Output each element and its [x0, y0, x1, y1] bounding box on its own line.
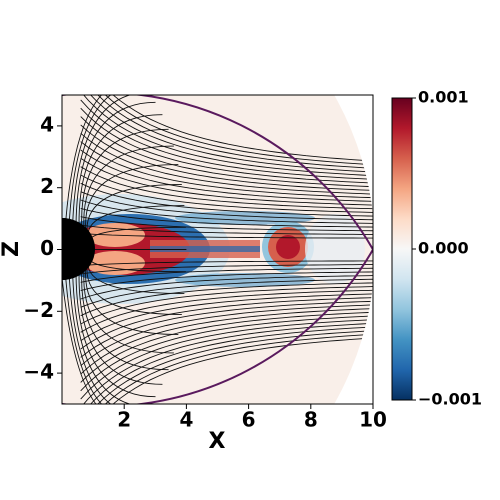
streamline — [65, 277, 132, 404]
streamline — [80, 95, 373, 170]
streamline — [81, 128, 169, 230]
streamline — [80, 307, 373, 375]
colorbar-tick-label: −0.001 — [418, 390, 482, 409]
streamline — [65, 95, 132, 222]
streamline — [80, 289, 373, 333]
streamline — [80, 296, 373, 350]
streamline — [80, 224, 373, 235]
streamline — [80, 325, 373, 404]
streamline — [80, 124, 373, 192]
colorbar — [391, 97, 413, 401]
streamline — [80, 107, 373, 185]
y-tick-label: −2 — [23, 298, 54, 322]
y-tick-label: 0 — [40, 236, 54, 260]
streamline — [72, 275, 148, 404]
streamline — [83, 145, 174, 233]
y-tick-label: 4 — [40, 112, 54, 136]
plot-area — [62, 95, 373, 404]
streamline — [80, 166, 373, 210]
streamline — [80, 303, 373, 367]
y-tick-label: −4 — [23, 360, 54, 384]
streamline — [80, 207, 373, 228]
streamline — [80, 267, 373, 283]
streamline — [72, 95, 148, 224]
streamline — [78, 271, 163, 385]
streamline — [80, 199, 373, 225]
streamline — [80, 318, 373, 400]
streamline — [80, 216, 373, 232]
streamline — [62, 277, 122, 404]
streamline — [80, 174, 373, 214]
streamline — [85, 263, 179, 335]
streamline — [85, 164, 179, 236]
streamline — [80, 232, 373, 239]
x-tick-label: 8 — [304, 408, 318, 432]
streamline — [80, 264, 373, 275]
streamline — [80, 157, 373, 206]
streamline — [86, 260, 182, 315]
x-tick-label: 4 — [179, 408, 193, 432]
field — [62, 95, 373, 404]
streamline — [80, 95, 373, 163]
streamline — [80, 95, 373, 167]
streamline — [81, 269, 169, 371]
streamline — [68, 95, 140, 223]
streamline — [80, 271, 373, 292]
streamline — [80, 95, 373, 174]
y-axis-label: Z — [0, 241, 24, 257]
x-tick-label: 6 — [242, 408, 256, 432]
streamline — [80, 99, 373, 181]
streamline — [80, 95, 373, 177]
streamline — [80, 149, 373, 203]
streamline — [83, 266, 174, 354]
streamline — [80, 191, 373, 221]
streamline — [80, 329, 373, 404]
streamline — [80, 260, 373, 267]
streamline — [80, 332, 373, 404]
streamline — [80, 293, 373, 342]
streamline — [80, 132, 373, 196]
streamline — [86, 184, 182, 239]
streamline — [80, 285, 373, 325]
streamline — [80, 314, 373, 392]
streamline — [80, 336, 373, 404]
streamline — [68, 276, 140, 404]
x-axis-label: X — [209, 429, 226, 454]
streamline — [80, 322, 373, 404]
streamline — [78, 114, 163, 228]
streamline — [80, 274, 373, 300]
x-tick-label: 2 — [117, 408, 131, 432]
streamline — [80, 278, 373, 308]
x-tick-label: 10 — [359, 408, 387, 432]
streamline — [75, 101, 156, 226]
streamline — [75, 273, 156, 398]
y-tick-label: 2 — [40, 174, 54, 198]
colorbar-tick-label: 0.000 — [418, 239, 469, 258]
streamline — [80, 182, 373, 217]
streamline — [80, 282, 373, 317]
colorbar-tick-label: 0.001 — [418, 88, 469, 107]
